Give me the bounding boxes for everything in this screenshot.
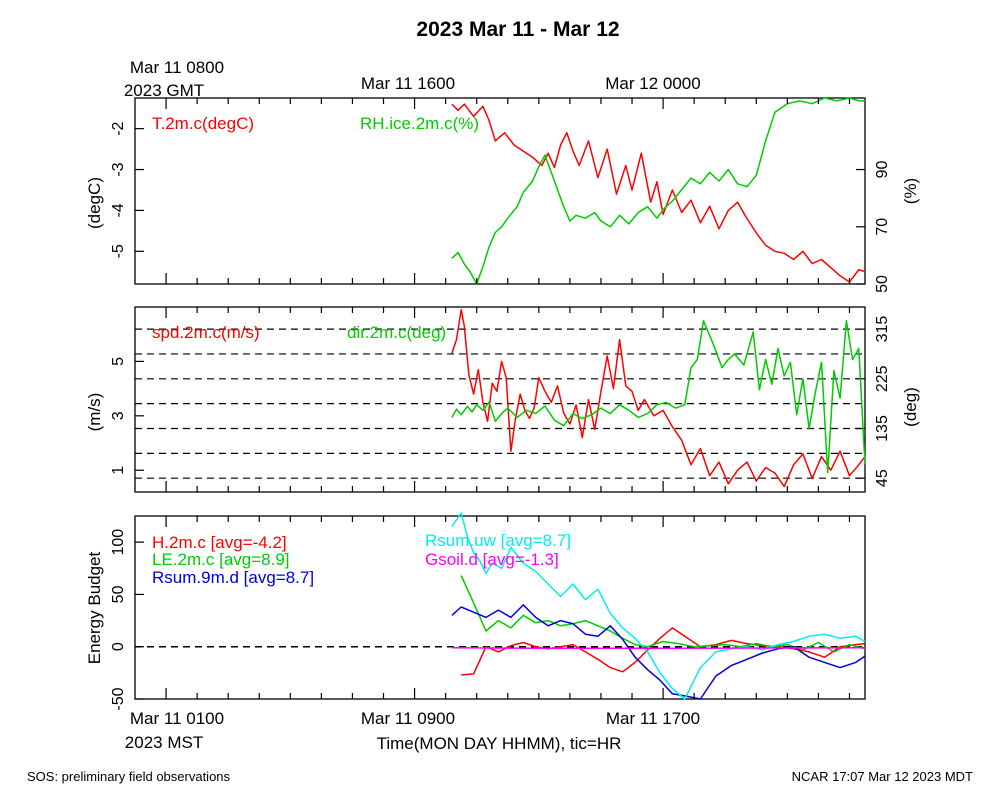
legend-rsum-9m: Rsum.9m.d [avg=8.7] bbox=[152, 568, 314, 587]
y-tick-label: -3 bbox=[110, 162, 127, 176]
energy-budget-panel: -50 0 50 100 Energy Budget H.2m.c [avg=-4.2… bbox=[85, 512, 866, 711]
page-title: 2023 Mar 11 - Mar 12 bbox=[416, 18, 619, 41]
series-line-dir-2m-c-deg bbox=[451, 320, 866, 474]
y-axis-label-left: Energy Budget bbox=[85, 551, 104, 664]
top-time-axis: Mar 11 0800 2023 GMT Mar 11 1600 Mar 12 … bbox=[124, 58, 701, 100]
legend-h: H.2m.c [avg=-4.2] bbox=[152, 533, 287, 552]
legend-gsoil: Gsoil.d [avg=-1.3] bbox=[425, 550, 559, 569]
footer-left-note: SOS: preliminary field observations bbox=[27, 769, 231, 784]
y-tick-label: 0 bbox=[110, 642, 127, 651]
y-ticks-right: 45 135 225 315 bbox=[856, 316, 891, 487]
legend-rsum-uw: Rsum.uw [avg=8.7] bbox=[425, 531, 571, 550]
top-time-label-0: Mar 11 0800 bbox=[130, 58, 224, 77]
y-tick-label: 50 bbox=[110, 585, 127, 603]
y2-tick-label: 225 bbox=[874, 365, 891, 392]
series-line-h-2m-c bbox=[461, 627, 866, 676]
series-group bbox=[451, 512, 866, 700]
y-ticks-left: -5 -4 -3 -2 bbox=[110, 121, 144, 258]
series-line-le-2m-c bbox=[460, 575, 866, 653]
y-tick-label: -5 bbox=[110, 244, 127, 258]
wind-panel: 1 3 5 45 135 225 315 (m/s) (deg) spd.2m.c(m/s… bbox=[85, 306, 920, 493]
y-tick-label: 100 bbox=[110, 529, 127, 556]
y2-tick-label: 50 bbox=[874, 275, 891, 293]
y-axis-label-right: (deg) bbox=[901, 387, 920, 427]
footer-right-stamp: NCAR 17:07 Mar 12 2023 MDT bbox=[792, 769, 973, 784]
legend-t2m: T.2m.c(degC) bbox=[152, 114, 254, 133]
series-line-rsum-9m-d bbox=[451, 604, 866, 700]
y-axis-label-left: (degC) bbox=[85, 177, 104, 229]
bottom-time-zone-label: 2023 MST bbox=[125, 733, 203, 752]
y-ticks-left: -50 0 50 100 bbox=[110, 529, 144, 711]
bottom-time-label-1: Mar 11 0900 bbox=[361, 709, 455, 728]
series-line-spd-2m-c-m-s bbox=[451, 308, 866, 488]
y-tick-label: -50 bbox=[110, 687, 127, 710]
top-time-zone-label: 2023 GMT bbox=[124, 81, 204, 100]
legend-rh-ice: RH.ice.2m.c(%) bbox=[360, 114, 479, 133]
y-ticks-left: 1 3 5 bbox=[110, 357, 144, 475]
x-axis-title: Time(MON DAY HHMM), tic=HR bbox=[377, 734, 622, 753]
y2-tick-label: 315 bbox=[874, 316, 891, 343]
series-line-t-2m-c-degc bbox=[451, 103, 866, 283]
top-time-label-1: Mar 11 1600 bbox=[361, 74, 455, 93]
panel-frame bbox=[134, 97, 866, 285]
y2-tick-label: 45 bbox=[874, 469, 891, 487]
bottom-time-label-2: Mar 11 1700 bbox=[606, 709, 700, 728]
series-line-rh-ice-2m-c bbox=[451, 97, 865, 285]
y-tick-label: -2 bbox=[110, 121, 127, 135]
y-tick-label: 1 bbox=[110, 466, 127, 475]
legend-spd: spd.2m.c(m/s) bbox=[152, 323, 260, 342]
y2-tick-label: 90 bbox=[874, 161, 891, 179]
series-group bbox=[451, 308, 866, 488]
y2-tick-label: 70 bbox=[874, 218, 891, 236]
y-ticks-right: 50 70 90 bbox=[856, 161, 891, 293]
y-tick-label: 5 bbox=[110, 357, 127, 366]
panel-frame bbox=[134, 306, 866, 493]
panel-frame bbox=[134, 515, 866, 700]
bottom-time-axis: Mar 11 0100 2023 MST Mar 11 0900 Mar 11 … bbox=[125, 709, 700, 753]
series-group bbox=[451, 97, 866, 285]
y-tick-label: 3 bbox=[110, 411, 127, 420]
y-axis-label-right: (%) bbox=[901, 178, 920, 204]
y-tick-label: -4 bbox=[110, 203, 127, 217]
series-line-gsoil-d bbox=[451, 647, 866, 650]
direction-reference-lines bbox=[135, 328, 865, 479]
series-line-rsum-uw bbox=[451, 512, 866, 700]
y-axis-label-left: (m/s) bbox=[85, 393, 104, 432]
top-time-label-2: Mar 12 0000 bbox=[605, 74, 700, 93]
legend-dir: dir.2m.c(deg) bbox=[347, 323, 446, 342]
y2-tick-label: 135 bbox=[874, 415, 891, 442]
bottom-time-label-0: Mar 11 0100 bbox=[130, 709, 224, 728]
legend-le: LE.2m.c [avg=8.9] bbox=[152, 550, 290, 569]
x-hour-ticks bbox=[165, 98, 851, 699]
